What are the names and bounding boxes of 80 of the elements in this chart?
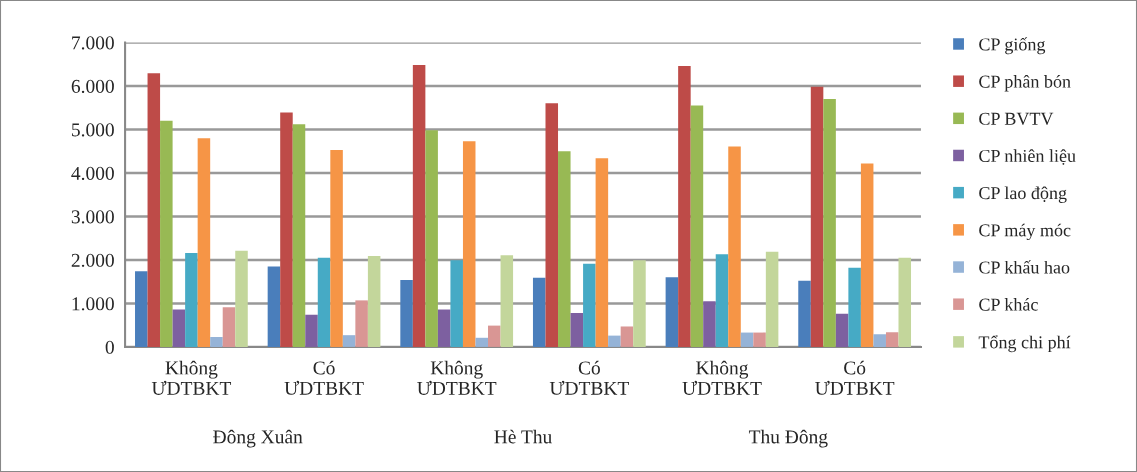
text: Thu Đông bbox=[748, 429, 828, 448]
x-tick-label: Có ƯDTBKT bbox=[549, 360, 629, 395]
bar bbox=[753, 332, 766, 347]
bar bbox=[595, 158, 609, 347]
legend-label: CP BVTV bbox=[979, 112, 1054, 125]
bar bbox=[280, 112, 293, 347]
bar bbox=[690, 105, 704, 347]
bar bbox=[305, 314, 318, 347]
bar bbox=[678, 65, 691, 347]
bar bbox=[703, 301, 716, 347]
bar bbox=[135, 271, 148, 347]
bar bbox=[400, 279, 413, 347]
bar bbox=[500, 255, 514, 347]
bar bbox=[873, 334, 886, 347]
y-tick-label: 4.000 bbox=[71, 166, 114, 180]
bar bbox=[185, 252, 198, 347]
bar bbox=[860, 163, 874, 347]
bar bbox=[437, 309, 451, 347]
legend-label: CP khấu hao bbox=[979, 260, 1070, 274]
bar bbox=[570, 313, 584, 347]
bar bbox=[545, 103, 559, 347]
legend-label: CP nhiên liệu bbox=[979, 149, 1076, 165]
y-tick-label: 1.000 bbox=[72, 297, 114, 311]
legend-label: CP máy móc bbox=[979, 223, 1071, 241]
x-tick-label: Có ƯDTBKT bbox=[815, 360, 895, 395]
y-tick-label: 6.000 bbox=[71, 79, 114, 93]
bar bbox=[728, 146, 741, 347]
bar bbox=[740, 332, 754, 347]
y-tick-label: 7.000 bbox=[72, 36, 114, 50]
bar bbox=[558, 151, 571, 347]
y-tick-label: 0 bbox=[105, 340, 114, 354]
bar bbox=[810, 86, 824, 347]
bar bbox=[462, 141, 476, 347]
bar bbox=[583, 263, 596, 347]
bar bbox=[292, 124, 306, 347]
bar bbox=[317, 257, 331, 347]
bar bbox=[235, 250, 248, 347]
text: Đông Xuân bbox=[213, 429, 303, 448]
bar bbox=[267, 266, 281, 347]
x-tick-label: Không ƯDTBKT bbox=[151, 360, 232, 395]
legend-label: CP khác bbox=[979, 297, 1038, 311]
bar bbox=[222, 307, 236, 347]
bar bbox=[488, 325, 501, 347]
bar bbox=[765, 251, 779, 347]
bar bbox=[848, 267, 861, 347]
bar bbox=[330, 149, 343, 347]
bar bbox=[633, 260, 646, 347]
bar bbox=[355, 300, 368, 347]
bar bbox=[608, 335, 621, 347]
bar bbox=[835, 313, 849, 347]
bar bbox=[197, 138, 211, 347]
y-tick-label: 3.000 bbox=[71, 210, 114, 224]
legend-label: CP phân bón bbox=[979, 75, 1071, 92]
bar bbox=[412, 65, 426, 347]
bar bbox=[798, 280, 811, 347]
bar bbox=[367, 256, 381, 347]
bar bbox=[475, 337, 489, 347]
bar bbox=[532, 277, 546, 347]
bar bbox=[620, 326, 634, 347]
y-tick-label: 5.000 bbox=[72, 123, 114, 137]
legend-label: CP giống bbox=[979, 37, 1046, 55]
bar bbox=[885, 332, 899, 347]
bar bbox=[450, 260, 463, 347]
legend-label: CP lao động bbox=[979, 186, 1067, 203]
bar bbox=[160, 120, 173, 347]
bar bbox=[210, 336, 223, 347]
x-tick-label: Không ƯDTBKT bbox=[417, 360, 497, 395]
bar bbox=[342, 335, 356, 347]
bar bbox=[715, 254, 729, 347]
bar bbox=[172, 309, 186, 347]
y-tick-label: 2.000 bbox=[71, 253, 114, 267]
bar bbox=[425, 130, 438, 347]
bar bbox=[823, 99, 836, 347]
x-tick-label: Có ƯDTBKT bbox=[284, 360, 364, 395]
legend-label: Tổng chi phí bbox=[978, 335, 1071, 353]
bar bbox=[147, 73, 161, 347]
bar bbox=[665, 277, 679, 347]
x-tick-label: Không ƯDTBKT bbox=[682, 360, 762, 395]
text: Hè Thu bbox=[494, 429, 552, 444]
bar bbox=[898, 257, 912, 347]
